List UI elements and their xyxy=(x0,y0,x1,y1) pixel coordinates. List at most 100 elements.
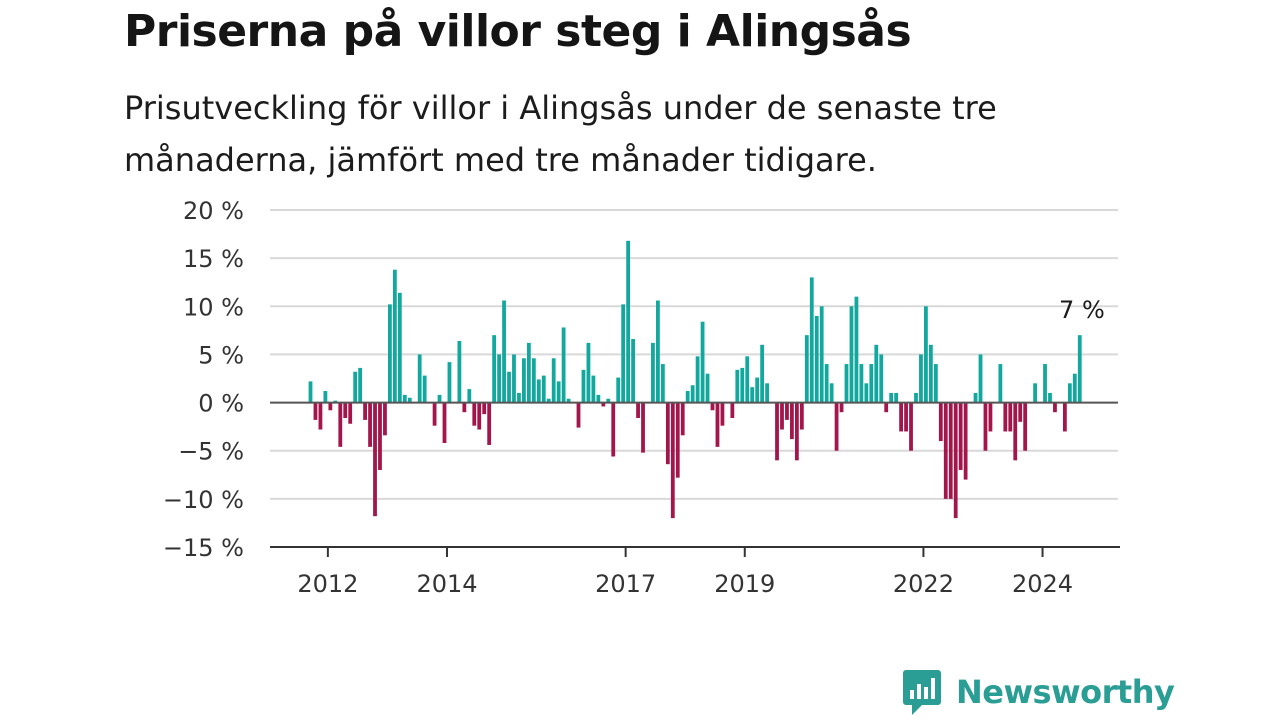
bar xyxy=(626,240,631,403)
bar xyxy=(402,394,407,403)
bar xyxy=(675,402,680,478)
bar xyxy=(685,391,690,403)
bar xyxy=(710,402,715,411)
bar xyxy=(1008,402,1013,432)
bar xyxy=(924,306,928,403)
bar xyxy=(958,402,963,470)
bar xyxy=(933,364,938,403)
bar xyxy=(551,358,556,403)
bar xyxy=(432,402,437,426)
bar xyxy=(765,383,769,403)
bar xyxy=(472,402,477,426)
bar xyxy=(705,373,710,403)
bar xyxy=(378,402,382,470)
bar xyxy=(487,402,492,445)
bar xyxy=(938,402,943,442)
bar xyxy=(869,364,874,403)
bar xyxy=(363,402,367,420)
bar xyxy=(323,391,328,403)
bar xyxy=(358,367,363,403)
bar xyxy=(392,269,397,403)
bar xyxy=(556,381,561,403)
bar xyxy=(735,369,740,403)
bar xyxy=(1043,364,1047,403)
bar xyxy=(919,354,923,403)
y-tick-label: −15 % xyxy=(163,534,244,562)
bar xyxy=(1018,402,1023,422)
bar xyxy=(621,304,626,403)
newsworthy-logo: Newsworthy xyxy=(902,668,1175,716)
bar xyxy=(978,354,983,403)
y-tick-label: 5 % xyxy=(198,341,244,369)
bar xyxy=(353,371,358,403)
bar xyxy=(388,304,392,403)
bar xyxy=(983,402,988,451)
bar xyxy=(943,402,948,499)
y-tick-label: −10 % xyxy=(163,486,244,514)
bar xyxy=(417,354,422,403)
bar xyxy=(517,392,521,403)
bar xyxy=(928,344,933,403)
bar xyxy=(973,392,978,403)
bar xyxy=(656,300,660,403)
bar xyxy=(760,344,765,403)
bar xyxy=(889,392,894,403)
bar xyxy=(914,392,918,403)
bar xyxy=(507,371,511,403)
bar xyxy=(526,342,531,403)
bar xyxy=(715,402,720,447)
bar xyxy=(616,377,621,403)
bar xyxy=(700,321,705,403)
axes xyxy=(270,401,1120,548)
bar xyxy=(348,402,353,424)
bar xyxy=(1053,402,1057,413)
bar xyxy=(790,402,794,440)
bar xyxy=(854,296,859,403)
bar xyxy=(601,402,606,407)
bar xyxy=(745,356,750,403)
bar xyxy=(546,398,551,403)
bar xyxy=(804,335,809,403)
bar xyxy=(561,327,566,403)
bar xyxy=(318,402,323,430)
y-tick-label: 15 % xyxy=(183,245,244,273)
x-tick-label: 2024 xyxy=(1012,570,1073,598)
bar xyxy=(422,375,427,403)
x-tick-label: 2014 xyxy=(416,570,477,598)
y-tick-label: 0 % xyxy=(198,390,244,418)
bar xyxy=(566,398,571,403)
bar xyxy=(670,402,675,519)
bar xyxy=(879,354,884,403)
bar xyxy=(328,402,333,411)
bar xyxy=(512,354,516,403)
bar xyxy=(343,402,348,418)
bar xyxy=(1048,392,1052,403)
bar xyxy=(457,340,462,403)
bar xyxy=(819,306,824,403)
bar xyxy=(794,402,799,461)
bar xyxy=(660,364,665,403)
bar xyxy=(844,364,849,403)
bar xyxy=(1013,402,1018,461)
bar xyxy=(834,402,839,451)
bar xyxy=(849,306,854,403)
bar xyxy=(442,402,447,444)
x-tick-label: 2012 xyxy=(297,570,358,598)
bar xyxy=(874,344,879,403)
logo-text: Newsworthy xyxy=(956,673,1175,711)
bar xyxy=(368,402,372,447)
bar xyxy=(462,402,467,413)
bar xyxy=(864,383,869,403)
chart-title: Priserna på villor steg i Alingsås xyxy=(124,6,912,57)
bar xyxy=(492,335,497,403)
bar xyxy=(1067,383,1072,403)
bar xyxy=(695,356,700,403)
bar xyxy=(899,402,903,432)
bar xyxy=(690,385,695,403)
bar xyxy=(477,402,482,430)
bar xyxy=(785,402,789,420)
bar xyxy=(839,402,844,413)
bar xyxy=(1077,335,1082,403)
last-value-annotation: 7 % xyxy=(1059,296,1105,324)
bar xyxy=(651,342,655,403)
